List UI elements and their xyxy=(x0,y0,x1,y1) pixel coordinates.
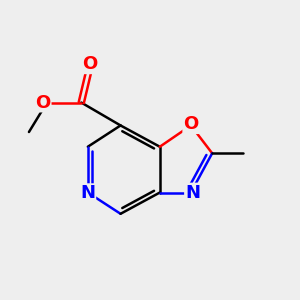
Text: O: O xyxy=(35,94,51,112)
Text: O: O xyxy=(183,115,199,133)
Text: O: O xyxy=(82,55,97,73)
Text: N: N xyxy=(80,184,95,202)
Text: N: N xyxy=(185,184,200,202)
